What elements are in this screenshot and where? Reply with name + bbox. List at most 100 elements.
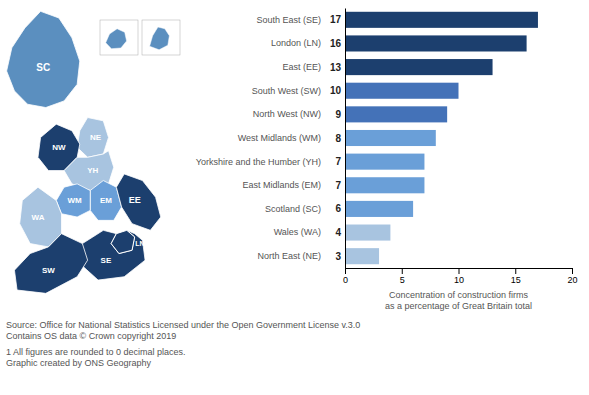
tick-mark — [572, 268, 573, 274]
tick: Yorkshire and the Humber (YH) — [196, 157, 345, 167]
data-label: 8 — [335, 133, 341, 144]
data-label: 13 — [330, 62, 342, 73]
annotation-line: Graphic created by ONS Geography — [6, 358, 152, 368]
tick-mark — [402, 268, 403, 274]
map-region — [77, 118, 108, 158]
map-region — [20, 187, 62, 247]
map-region — [111, 230, 135, 253]
bar — [345, 35, 527, 51]
bar — [345, 130, 436, 146]
tick-mark — [345, 268, 346, 274]
tick: 15 — [511, 268, 521, 285]
annotation: Source: Office for National Statistics L… — [6, 320, 360, 341]
data-label: 7 — [335, 180, 341, 191]
tick: East (EE) — [282, 62, 345, 72]
tick: East Midlands (EM) — [242, 180, 345, 190]
map-label: YH — [87, 166, 98, 175]
map-label: NE — [90, 133, 102, 142]
map-region — [116, 174, 160, 230]
data-label: 9 — [335, 109, 341, 120]
annotation-line: Contains OS data © Crown copyright 2019 — [6, 331, 176, 341]
tick-label: 0 — [343, 275, 348, 285]
tick: West Midlands (WM) — [238, 133, 345, 143]
bar — [345, 12, 538, 28]
tick-label: Wales (WA) — [274, 227, 321, 237]
map-region — [56, 184, 90, 217]
tick: London (LN) — [271, 38, 345, 48]
map: SC NE NW YH EM WM WA EE LN SE SW — [7, 11, 180, 293]
x-axis-title-line: Concentration of construction firms — [389, 290, 529, 300]
data-labels: 17 16 13 10 9 8 7 7 6 4 3 — [330, 14, 342, 261]
tick-label: Yorkshire and the Humber (YH) — [196, 157, 321, 167]
bar — [345, 154, 424, 170]
map-region — [14, 234, 87, 294]
inset-island — [106, 29, 127, 49]
tick: 0 — [343, 268, 348, 285]
data-label: 16 — [330, 38, 342, 49]
tick: 20 — [567, 268, 577, 285]
bar — [345, 106, 447, 122]
bars — [345, 12, 538, 264]
map-label: SC — [36, 62, 50, 73]
data-label: 7 — [335, 156, 341, 167]
map-label: LN — [135, 240, 144, 247]
inset — [100, 20, 138, 55]
tick-label: London (LN) — [271, 38, 321, 48]
tick-label: 20 — [567, 275, 577, 285]
map-label: SW — [42, 266, 55, 275]
tick-label: West Midlands (WM) — [238, 133, 321, 143]
map-label: EM — [100, 196, 112, 205]
tick-label: 5 — [400, 275, 405, 285]
inset-island — [150, 27, 170, 50]
tick: Wales (WA) — [274, 227, 345, 237]
tick-label: South West (SW) — [252, 86, 321, 96]
annotation-line: Source: Office for National Statistics L… — [6, 320, 360, 330]
tick-label: North East (NE) — [257, 251, 321, 261]
tick: North East (NE) — [257, 251, 345, 261]
map-region — [7, 11, 80, 107]
tick-mark — [459, 268, 460, 274]
annotation-line: 1 All figures are rounded to 0 decimal p… — [6, 347, 186, 357]
bar — [345, 201, 413, 217]
map-region — [80, 230, 145, 280]
inset-frame — [142, 20, 180, 55]
bar — [345, 59, 493, 75]
map-label: WA — [32, 213, 45, 222]
inset-frame — [100, 20, 138, 55]
data-label: 6 — [335, 203, 341, 214]
annotation: 1 All figures are rounded to 0 decimal p… — [6, 347, 186, 368]
tick-mark — [515, 268, 516, 274]
chart: SC NE NW YH EM WM WA EE LN SE SW 0 5 10 15 20 South East… — [0, 0, 589, 395]
axis-line — [345, 9, 346, 269]
bar — [345, 225, 390, 241]
bar — [345, 248, 379, 264]
inset — [142, 20, 180, 55]
x-axis: 0 5 10 15 20 — [343, 268, 578, 285]
data-label: 4 — [335, 227, 341, 238]
tick-label: Scotland (SC) — [265, 204, 321, 214]
tick-label: East (EE) — [282, 62, 321, 72]
tick-label: East Midlands (EM) — [242, 180, 321, 190]
y-axis: South East (SE) London (LN) East (EE) South… — [196, 9, 346, 269]
tick: South West (SW) — [252, 86, 345, 96]
tick-label: 10 — [454, 275, 464, 285]
map-label: WM — [67, 196, 82, 205]
tick: 10 — [454, 268, 464, 285]
map-label: NW — [52, 143, 66, 152]
tick-label: North West (NW) — [253, 109, 321, 119]
x-axis-title-line: as a percentage of Great Britain total — [385, 301, 532, 311]
tick: North West (NW) — [253, 109, 345, 119]
x-axis-title: Concentration of construction firmsas a … — [385, 290, 532, 311]
tick-label: South East (SE) — [256, 15, 321, 25]
tick-label: 15 — [511, 275, 521, 285]
bar — [345, 83, 459, 99]
map-label: SE — [101, 256, 112, 265]
data-label: 17 — [330, 14, 342, 25]
data-label: 3 — [335, 251, 341, 262]
bar — [345, 177, 424, 193]
map-label: EE — [129, 195, 141, 205]
tick: 5 — [400, 268, 405, 285]
data-label: 10 — [330, 85, 342, 96]
tick: Scotland (SC) — [265, 204, 345, 214]
tick: South East (SE) — [256, 15, 345, 25]
